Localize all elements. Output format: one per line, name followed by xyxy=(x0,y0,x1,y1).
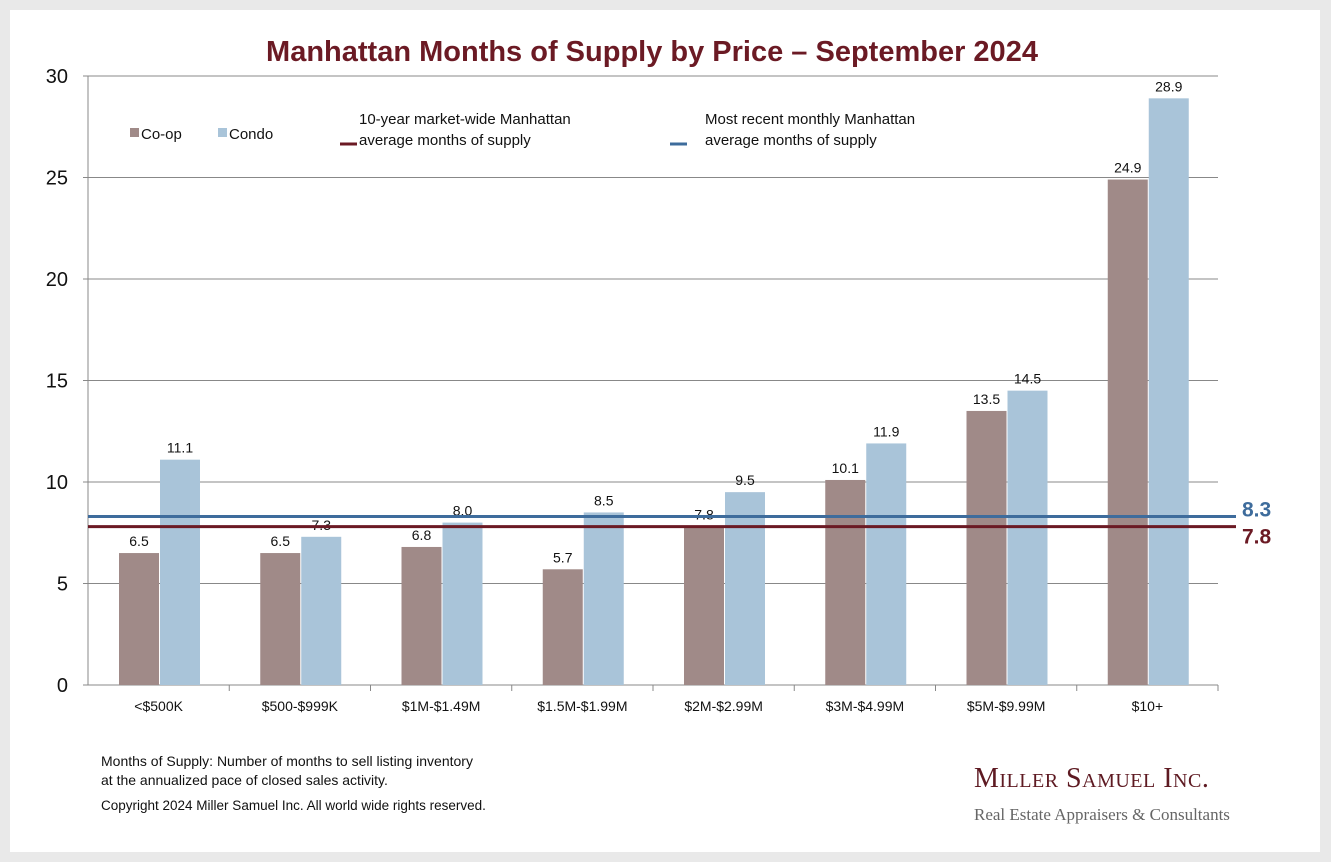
bar-coop xyxy=(684,526,724,685)
y-tick-label: 25 xyxy=(46,168,68,190)
legend-label: Co-op xyxy=(141,126,182,143)
legend-swatch xyxy=(218,128,227,137)
y-tick-label: 10 xyxy=(46,472,68,494)
bar-condo xyxy=(725,492,765,685)
data-label: 6.5 xyxy=(271,533,291,549)
bar-coop xyxy=(1107,179,1148,685)
data-label: 11.1 xyxy=(167,440,193,456)
legend-swatch xyxy=(130,128,139,137)
data-label: 10.1 xyxy=(832,460,859,476)
legend-label: 10-year market-wide Manhattan xyxy=(359,111,571,128)
bar-condo xyxy=(301,536,342,685)
data-label: 6.8 xyxy=(412,527,432,543)
bar-condo xyxy=(1007,390,1048,685)
x-tick-label: $2M-$2.99M xyxy=(684,698,763,714)
bar-condo xyxy=(1148,98,1189,685)
bar-coop xyxy=(966,410,1007,685)
reference-line-label: 7.8 xyxy=(1242,526,1272,549)
data-label: 8.0 xyxy=(453,503,473,519)
bar-condo xyxy=(583,512,624,685)
bar-coop xyxy=(825,479,866,685)
data-label: 7.3 xyxy=(312,517,332,533)
y-tick-label: 20 xyxy=(46,269,68,291)
data-label: 11.9 xyxy=(873,423,899,439)
legend-label: average months of supply xyxy=(359,132,531,149)
definition-line-2: at the annualized pace of closed sales a… xyxy=(101,772,388,788)
y-tick-label: 30 xyxy=(46,66,68,88)
y-tick-label: 0 xyxy=(57,675,68,697)
data-label: 8.5 xyxy=(594,492,614,508)
chart-title: Manhattan Months of Supply by Price – Se… xyxy=(266,36,1038,68)
definition-line-1: Months of Supply: Number of months to se… xyxy=(101,753,473,769)
x-tick-label: $5M-$9.99M xyxy=(967,698,1046,714)
data-label: 24.9 xyxy=(1114,160,1141,176)
reference-line-label: 8.3 xyxy=(1242,499,1271,522)
bar-condo xyxy=(442,522,483,685)
x-tick-label: <$500K xyxy=(134,698,183,714)
data-label: 7.8 xyxy=(694,507,714,523)
data-label: 13.5 xyxy=(973,391,1000,407)
x-tick-label: $1M-$1.49M xyxy=(402,698,481,714)
bar-condo xyxy=(160,459,200,685)
bar-coop xyxy=(260,553,301,685)
bar-condo xyxy=(866,443,907,685)
legend-label: Condo xyxy=(229,126,273,143)
bar-coop xyxy=(119,553,159,685)
copyright: Copyright 2024 Miller Samuel Inc. All wo… xyxy=(101,798,486,813)
x-tick-label: $3M-$4.99M xyxy=(826,698,905,714)
data-label: 5.7 xyxy=(553,549,573,565)
bar-coop xyxy=(542,569,583,685)
data-label: 14.5 xyxy=(1014,371,1041,387)
y-tick-label: 5 xyxy=(57,574,68,596)
logo-name: Miller Samuel Inc. xyxy=(974,763,1210,794)
bar-coop xyxy=(401,546,442,685)
data-label: 6.5 xyxy=(129,533,149,549)
legend-label: average months of supply xyxy=(705,132,877,149)
logo-tagline: Real Estate Appraisers & Consultants xyxy=(974,805,1230,824)
x-tick-label: $10+ xyxy=(1132,698,1164,714)
y-tick-label: 15 xyxy=(46,371,68,393)
data-label: 9.5 xyxy=(735,472,755,488)
data-label: 28.9 xyxy=(1155,78,1182,94)
chart-card xyxy=(10,10,1320,852)
x-tick-label: $1.5M-$1.99M xyxy=(537,698,627,714)
legend-label: Most recent monthly Manhattan xyxy=(705,111,915,128)
x-tick-label: $500-$999K xyxy=(262,698,339,714)
